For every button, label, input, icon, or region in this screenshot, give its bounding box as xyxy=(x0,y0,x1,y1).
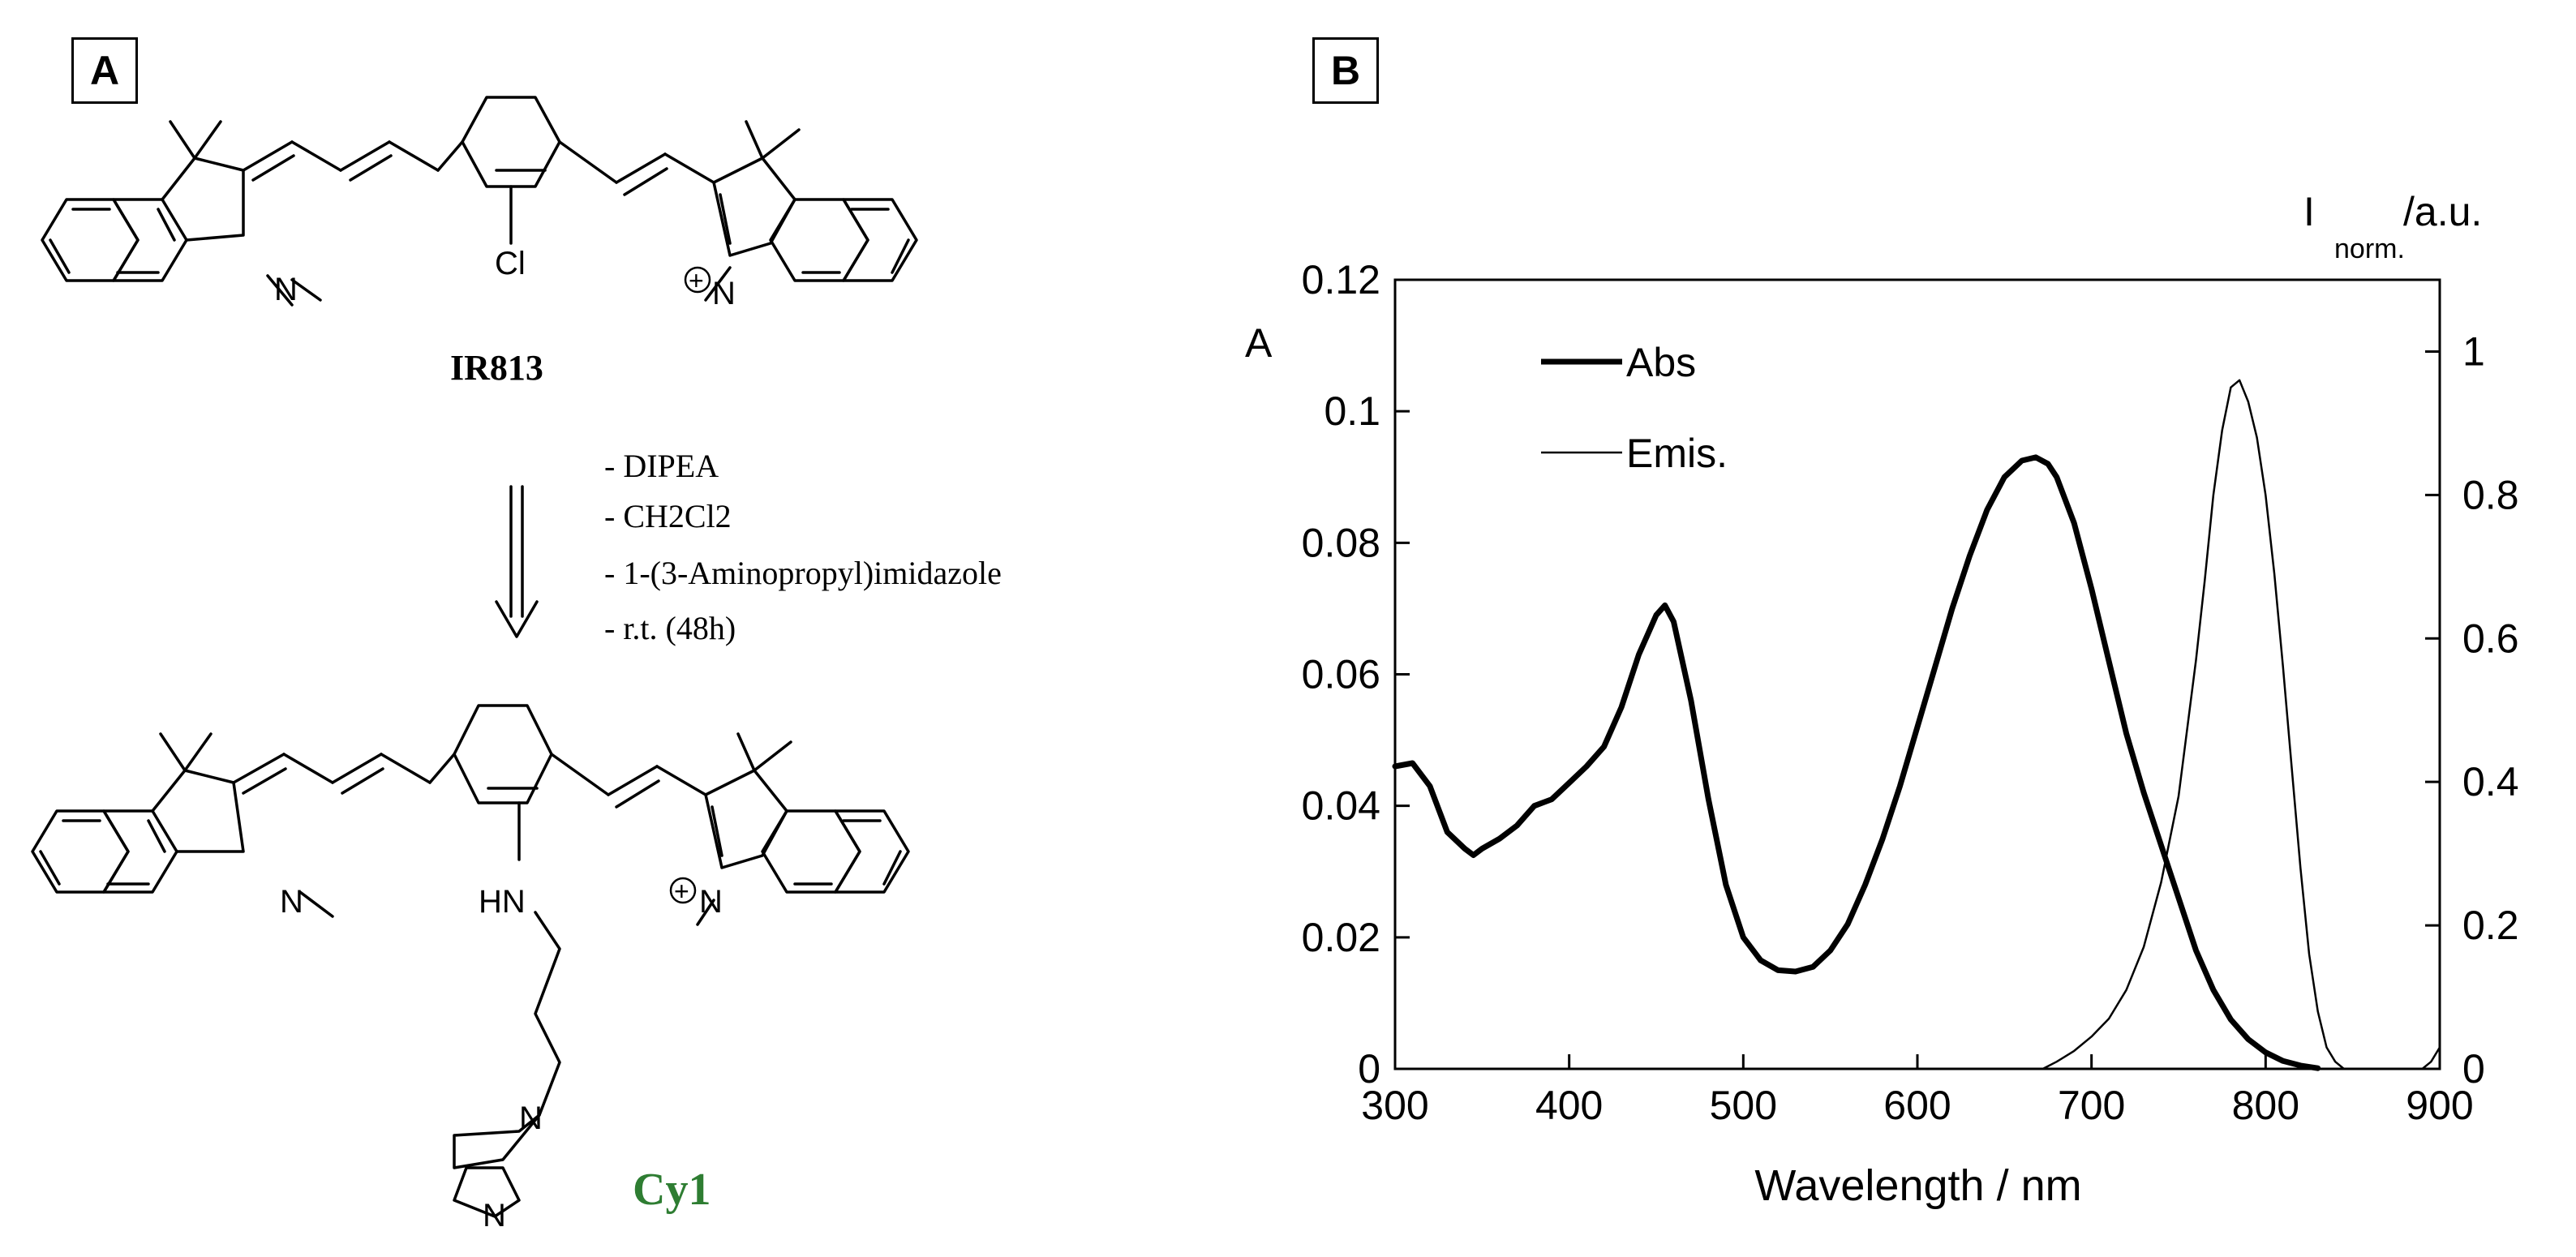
reactant-name: IR813 xyxy=(450,348,543,388)
y2-tick-label: 0.4 xyxy=(2462,759,2519,804)
reactant-structure xyxy=(41,96,918,307)
y-tick-label: 0.12 xyxy=(1302,257,1380,302)
reaction-arrow xyxy=(495,485,539,638)
panel-a-label: A xyxy=(71,37,138,104)
y2-axis-label-sub: norm. xyxy=(2334,234,2405,264)
y-tick-label: 0.08 xyxy=(1302,520,1380,565)
y-tick-label: 0.02 xyxy=(1302,915,1380,960)
condition-3: - 1-(3-Aminopropyl)imidazole xyxy=(604,555,1002,591)
product-n-plus-atom: N xyxy=(699,884,723,920)
y2-tick-label: 0.6 xyxy=(2462,616,2519,661)
x-tick-label: 400 xyxy=(1535,1083,1603,1128)
series-layer xyxy=(1392,379,2441,1071)
emis-series-line xyxy=(2041,379,2441,1070)
y-tick-label: 0.06 xyxy=(1302,652,1380,697)
condition-1: - DIPEA xyxy=(604,448,719,484)
left-axis-ticks: 0 0.02 0.04 0.06 0.08 0.1 0.12 xyxy=(1302,257,1410,1092)
reactant-n-atom: N xyxy=(274,272,298,307)
x-tick-label: 500 xyxy=(1710,1083,1777,1128)
product-charge-sign: + xyxy=(674,877,689,906)
reactant-charge-sign: + xyxy=(689,266,704,295)
imidazole-n1-atom: N xyxy=(519,1100,543,1136)
legend-emis-label: Emis. xyxy=(1626,431,1728,476)
x-tick-label: 600 xyxy=(1883,1083,1951,1128)
condition-4: - r.t. (48h) xyxy=(604,610,736,646)
product-structure xyxy=(31,704,910,1218)
y2-tick-label: 0.8 xyxy=(2462,472,2519,517)
x-axis-label: Wavelength / nm xyxy=(1754,1161,2081,1210)
x-tick-label: 900 xyxy=(2406,1083,2473,1128)
reaction-scheme: N Cl N + IR813 - DIPEA - CH2Cl2 - 1-(3-A… xyxy=(31,96,1002,1233)
legend: Abs Emis. xyxy=(1541,340,1728,476)
abs-series-line xyxy=(1392,454,2321,1071)
y2-axis-label-unit: /a.u. xyxy=(2403,189,2482,234)
reactant-n-plus-atom: N xyxy=(712,276,736,311)
product-name: Cy1 xyxy=(633,1165,711,1215)
panel-b-label: B xyxy=(1312,37,1379,104)
legend-abs-label: Abs xyxy=(1626,340,1696,385)
right-axis-ticks: 0 0.2 0.4 0.6 0.8 1 xyxy=(2425,328,2519,1092)
x-tick-label: 300 xyxy=(1361,1083,1428,1128)
y-tick-label: 0.1 xyxy=(1324,388,1380,434)
x-axis-ticks: 300 400 500 600 700 800 900 xyxy=(1361,1054,2474,1128)
product-charge-circle xyxy=(669,877,697,904)
reactant-chloro-atom: Cl xyxy=(495,246,526,281)
reaction-conditions: - DIPEA - CH2Cl2 - 1-(3-Aminopropyl)imid… xyxy=(604,448,1002,646)
y-tick-label: 0.04 xyxy=(1302,783,1380,829)
imidazole-n3-atom: N xyxy=(483,1198,506,1233)
x-tick-label: 700 xyxy=(2058,1083,2125,1128)
y-tick-label: 0 xyxy=(1358,1046,1380,1092)
y2-tick-label: 0 xyxy=(2462,1046,2485,1092)
product-amine: HN xyxy=(479,884,526,920)
product-n-atom: N xyxy=(280,884,303,920)
y2-tick-label: 0.2 xyxy=(2462,903,2519,948)
x-tick-label: 800 xyxy=(2232,1083,2299,1128)
y2-tick-label: 1 xyxy=(2462,328,2485,374)
y2-axis-label-main: I xyxy=(2303,189,2315,234)
condition-2: - CH2Cl2 xyxy=(604,498,732,534)
y-axis-label: A xyxy=(1245,320,1273,366)
reactant-charge-circle xyxy=(684,266,711,294)
